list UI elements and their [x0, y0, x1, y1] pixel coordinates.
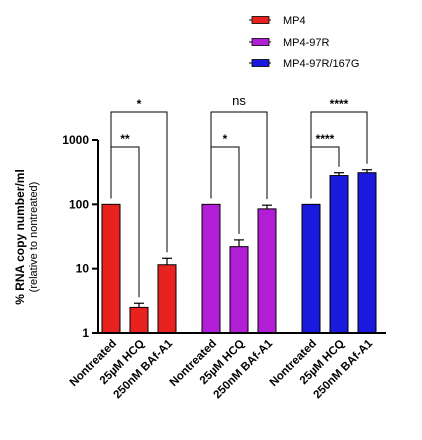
bar — [329, 175, 349, 334]
bar — [129, 306, 149, 334]
significance-bracket — [210, 111, 268, 200]
y-tick-label: 1000 — [62, 133, 89, 147]
y-tick-label: 100 — [69, 197, 89, 211]
significance-label: **** — [330, 97, 349, 111]
bar — [229, 246, 249, 334]
bar — [357, 172, 377, 334]
legend-swatch — [251, 16, 270, 24]
y-tick-label: 10 — [76, 262, 90, 276]
bar — [301, 203, 321, 334]
bar — [101, 203, 121, 334]
y-axis-title: % RNA copy number/ml (relative to nontre… — [13, 169, 40, 305]
legend-label: MP4 — [283, 15, 306, 27]
error-bars — [134, 169, 372, 308]
axes — [97, 140, 386, 334]
legend-label: MP4-97R/167G — [283, 58, 359, 70]
bar — [257, 208, 277, 334]
significance-label: * — [223, 132, 228, 146]
significance-bracket — [110, 111, 168, 253]
significance-brackets: ****ns******** — [110, 93, 368, 298]
significance-label: ** — [120, 132, 130, 146]
legend: MP4 MP4-97R MP4-97R/167G — [249, 15, 359, 70]
significance-label: **** — [316, 132, 335, 146]
significance-label: ns — [232, 93, 246, 108]
legend-label: MP4-97R — [283, 37, 330, 49]
y-ticks: 1 10 100 1000 — [62, 133, 98, 340]
legend-swatch — [251, 38, 270, 46]
bar — [157, 264, 177, 334]
y-axis-label: % RNA copy number/ml — [13, 169, 27, 305]
significance-bracket — [310, 111, 368, 199]
y-axis-sublabel: (relative to nontreated) — [28, 182, 40, 293]
legend-swatch — [251, 59, 270, 67]
significance-label: * — [137, 97, 142, 111]
bar — [201, 203, 221, 334]
y-tick-label: 1 — [82, 326, 89, 340]
